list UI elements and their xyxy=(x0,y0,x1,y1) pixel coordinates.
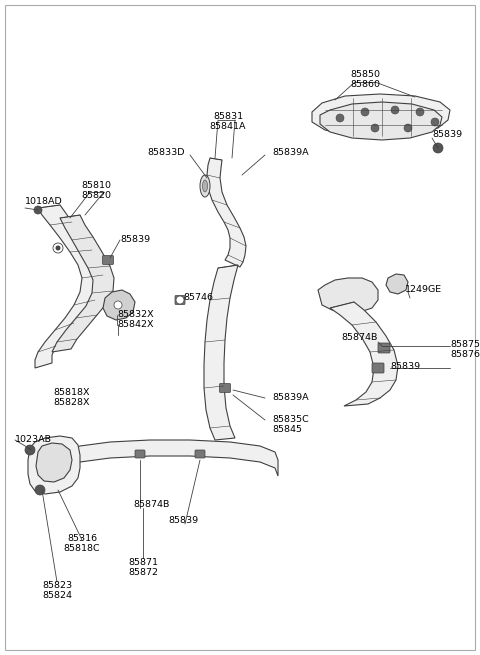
Polygon shape xyxy=(28,436,80,494)
Polygon shape xyxy=(36,443,72,482)
Text: 85818X
85828X: 85818X 85828X xyxy=(54,388,90,407)
Circle shape xyxy=(34,206,42,214)
Text: 85835C
85845: 85835C 85845 xyxy=(272,415,309,434)
FancyBboxPatch shape xyxy=(135,450,145,458)
Ellipse shape xyxy=(203,180,207,192)
Circle shape xyxy=(431,118,439,126)
FancyBboxPatch shape xyxy=(378,343,390,353)
FancyBboxPatch shape xyxy=(195,450,205,458)
Text: 85850
85860: 85850 85860 xyxy=(350,70,380,89)
Text: 85832X
85842X: 85832X 85842X xyxy=(117,310,154,329)
Circle shape xyxy=(361,108,369,116)
Text: 85746: 85746 xyxy=(183,293,213,302)
Polygon shape xyxy=(330,302,398,406)
Polygon shape xyxy=(207,158,246,267)
Text: 85871
85872: 85871 85872 xyxy=(128,558,158,578)
Text: 85839: 85839 xyxy=(432,130,462,139)
Circle shape xyxy=(53,243,63,253)
Text: 85839: 85839 xyxy=(390,362,420,371)
Circle shape xyxy=(404,124,412,132)
Text: 1018AD: 1018AD xyxy=(25,198,63,206)
Text: 85839: 85839 xyxy=(168,516,198,525)
Circle shape xyxy=(371,124,379,132)
Text: 85823
85824: 85823 85824 xyxy=(42,581,72,601)
FancyBboxPatch shape xyxy=(219,383,230,392)
Text: 85810
85820: 85810 85820 xyxy=(81,181,111,200)
Text: 85875B
85876B: 85875B 85876B xyxy=(450,340,480,360)
Polygon shape xyxy=(386,274,408,294)
Text: 85833D: 85833D xyxy=(147,148,185,157)
Text: 85831
85841A: 85831 85841A xyxy=(210,112,246,132)
Circle shape xyxy=(56,246,60,250)
Polygon shape xyxy=(312,94,450,138)
Polygon shape xyxy=(62,440,278,476)
Text: 85839: 85839 xyxy=(120,235,150,244)
Text: 85316
85818C: 85316 85818C xyxy=(64,534,100,553)
Circle shape xyxy=(416,108,424,116)
Circle shape xyxy=(35,485,45,495)
Circle shape xyxy=(391,106,399,114)
FancyBboxPatch shape xyxy=(372,363,384,373)
Polygon shape xyxy=(35,205,103,368)
Text: 85874B: 85874B xyxy=(342,333,378,343)
FancyBboxPatch shape xyxy=(175,295,185,305)
Polygon shape xyxy=(320,102,442,140)
Polygon shape xyxy=(204,265,238,440)
Polygon shape xyxy=(318,278,378,313)
FancyBboxPatch shape xyxy=(103,255,113,265)
Circle shape xyxy=(25,445,35,455)
Circle shape xyxy=(114,301,122,309)
Text: 85839A: 85839A xyxy=(272,393,309,402)
Text: 85839A: 85839A xyxy=(272,148,309,157)
Circle shape xyxy=(336,114,344,122)
Text: 1249GE: 1249GE xyxy=(405,285,442,294)
Circle shape xyxy=(176,296,184,304)
Text: 1023AB: 1023AB xyxy=(15,435,52,444)
Circle shape xyxy=(433,143,443,153)
Polygon shape xyxy=(103,290,135,320)
Ellipse shape xyxy=(200,175,210,197)
Polygon shape xyxy=(52,215,114,352)
Text: 85874B: 85874B xyxy=(133,500,169,509)
